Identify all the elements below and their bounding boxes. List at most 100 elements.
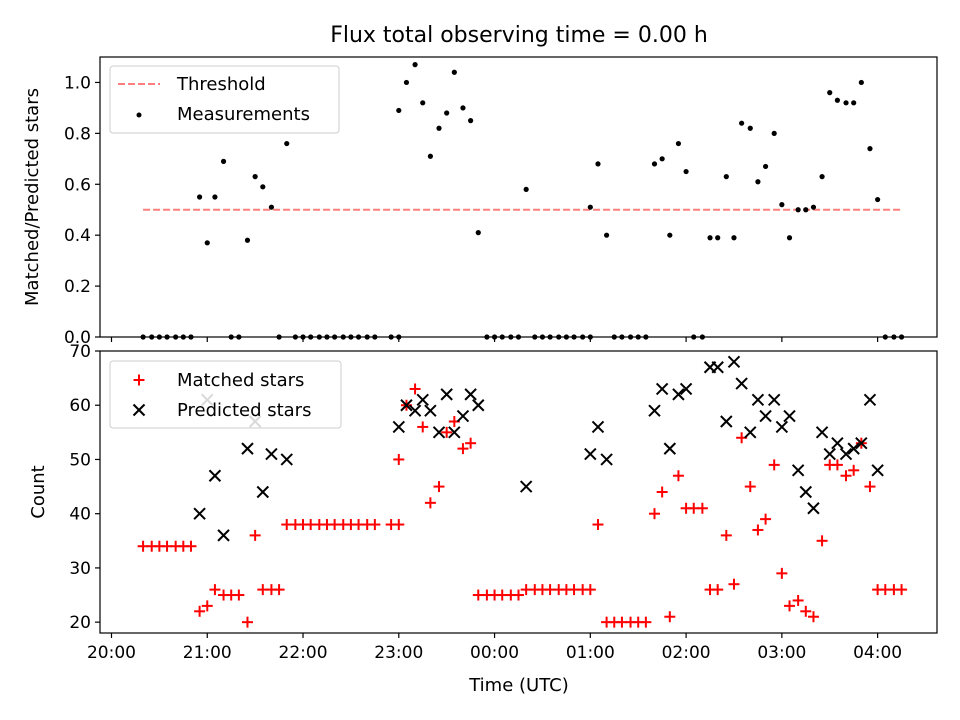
predicted-star-point [855, 436, 868, 450]
matched-star-point [393, 519, 405, 531]
bottom-x-tick-label: 00:00 [470, 643, 519, 663]
bottom-x-tick-label: 23:00 [374, 643, 423, 663]
measurement-point [810, 204, 817, 210]
bottom-axes-frame [99, 350, 938, 634]
predicted-star-point [744, 426, 757, 439]
bottom-y-tick-label: 20 [69, 613, 91, 633]
measurement-point [204, 240, 210, 246]
matched-star-point [209, 584, 221, 596]
matched-stars-legend-swatch [133, 374, 145, 386]
predicted-star-point [839, 447, 853, 461]
top-legend-box [109, 65, 340, 134]
predicted-star-point [584, 447, 597, 461]
predicted-star-point [392, 420, 405, 434]
measurements-legend-swatch [136, 112, 142, 118]
measurement-point [436, 125, 442, 131]
matched-star-point [728, 578, 740, 590]
bottom-y-tick-label: 70 [69, 342, 91, 362]
measurement-point [795, 207, 801, 213]
measurement-point [803, 207, 809, 213]
measurement-point [834, 97, 841, 103]
matched-star-point [201, 600, 213, 612]
predicted-star-point [193, 507, 206, 520]
measurement-point [460, 105, 466, 111]
predicted-star-point [456, 409, 470, 423]
bottom-x-tick-label: 02:00 [662, 643, 711, 663]
predicted-star-point [799, 485, 813, 499]
measurement-point [444, 110, 450, 116]
matched-star-point [457, 443, 469, 455]
measurement-point [427, 153, 433, 159]
predicted-star-point [655, 382, 669, 396]
predicted-star-point [863, 393, 877, 407]
matched-star-point [760, 513, 772, 525]
bottom-x-ticks: 20:00 21:00 22:00 23:00 00:00 01:00 02:00 03:00… [87, 633, 902, 663]
matched-star-point [831, 459, 843, 471]
matched-star-point [233, 589, 245, 601]
measurement-point [715, 235, 721, 241]
matched-star-point [744, 481, 756, 493]
predicted-stars-legend-label: Predicted stars [177, 400, 311, 421]
measurement-point [747, 125, 753, 131]
bottom-y-tick-label: 30 [69, 559, 91, 579]
predicted-star-point [720, 415, 733, 428]
predicted-star-point [440, 388, 453, 401]
bottom-y-tick-label: 40 [69, 505, 91, 525]
measurement-point [771, 130, 777, 136]
matched-star-point [784, 600, 796, 612]
matched-star-point [249, 529, 261, 541]
predicted-star-point [464, 388, 477, 401]
matched-star-point [465, 437, 477, 449]
predicted-star-point [265, 447, 278, 461]
matched-star-point [672, 470, 684, 482]
measurement-point [412, 62, 418, 68]
measurement-point [786, 235, 793, 241]
predicted-star-point [241, 442, 254, 455]
bottom-x-tick-label: 21:00 [183, 643, 232, 663]
measurement-point [196, 194, 203, 200]
matched-star-point [393, 453, 405, 465]
top-y-axis-label: Matched/Predicted stars [22, 88, 43, 306]
measurement-point [683, 168, 689, 175]
measurement-point [731, 235, 737, 241]
count-points [137, 355, 908, 628]
bottom-legend: Matched stars Predicted stars [109, 360, 342, 429]
measurement-point [858, 79, 864, 86]
predicted-stars-legend-swatch [132, 403, 146, 417]
measurements-legend-label: Measurements [177, 104, 310, 125]
matched-star-point [424, 497, 436, 509]
matched-star-point [648, 508, 660, 520]
predicted-star-point [791, 464, 805, 477]
measurement-point [451, 69, 457, 75]
matched-star-point [584, 584, 596, 596]
predicted-star-point [432, 426, 446, 439]
count-panel: 20 30 40 50 60 70 20:00 21:00 22:00 23:00 00:00 01… [28, 342, 938, 663]
predicted-star-point [648, 404, 661, 417]
matched-star-point [369, 519, 381, 531]
top-axes-frame [99, 56, 938, 338]
matched-star-point [185, 540, 197, 552]
matched-star-point [640, 616, 652, 628]
predicted-star-point [256, 485, 270, 499]
top-legend: Threshold Measurements [109, 65, 340, 134]
predicted-stars-legend-marker [132, 403, 146, 417]
measurement-point [468, 118, 474, 124]
predicted-star-point [871, 464, 884, 477]
measurement-point [420, 100, 426, 106]
matched-star-point [513, 589, 524, 601]
bottom-x-tick-label: 03:00 [757, 643, 806, 663]
top-y-tick-label: 1.0 [64, 73, 91, 93]
matched-star-point [848, 464, 860, 476]
top-y-tick-label: 0.0 [64, 328, 91, 348]
predicted-star-point [807, 502, 820, 515]
predicted-star-point [400, 399, 413, 412]
top-y-tick-label: 0.2 [64, 277, 91, 297]
predicted-star-point [416, 393, 429, 407]
matched-star-point [864, 481, 876, 493]
matched-star-point [792, 594, 804, 606]
predicted-star-point [280, 453, 293, 466]
measurement-points [140, 62, 905, 340]
predicted-star-point [591, 420, 605, 434]
matched-star-point [816, 535, 828, 547]
